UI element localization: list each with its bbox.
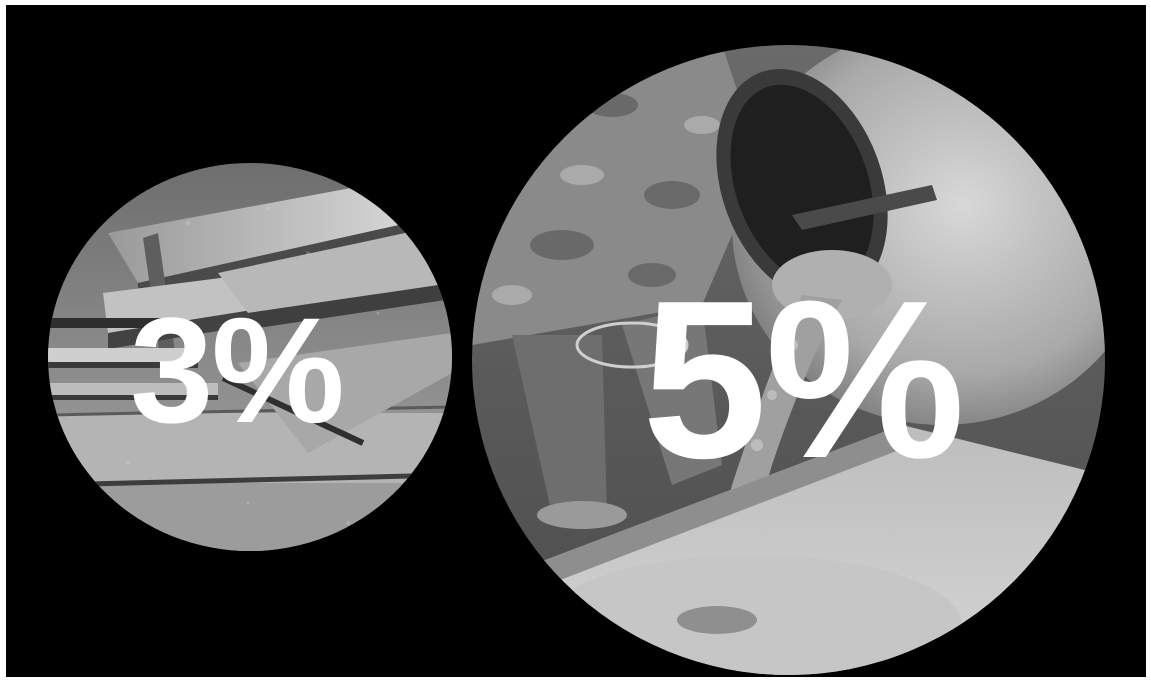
slide-frame: 3% 5% [6, 5, 1146, 677]
concrete-percent-label: 5% [642, 253, 965, 505]
steel-beams-illustration [48, 163, 452, 551]
concrete-mixer-illustration [472, 45, 1105, 675]
steel-beams-photo [48, 163, 452, 551]
steel-percent-label: 3% [130, 286, 345, 454]
concrete-mixer-photo [472, 45, 1105, 675]
